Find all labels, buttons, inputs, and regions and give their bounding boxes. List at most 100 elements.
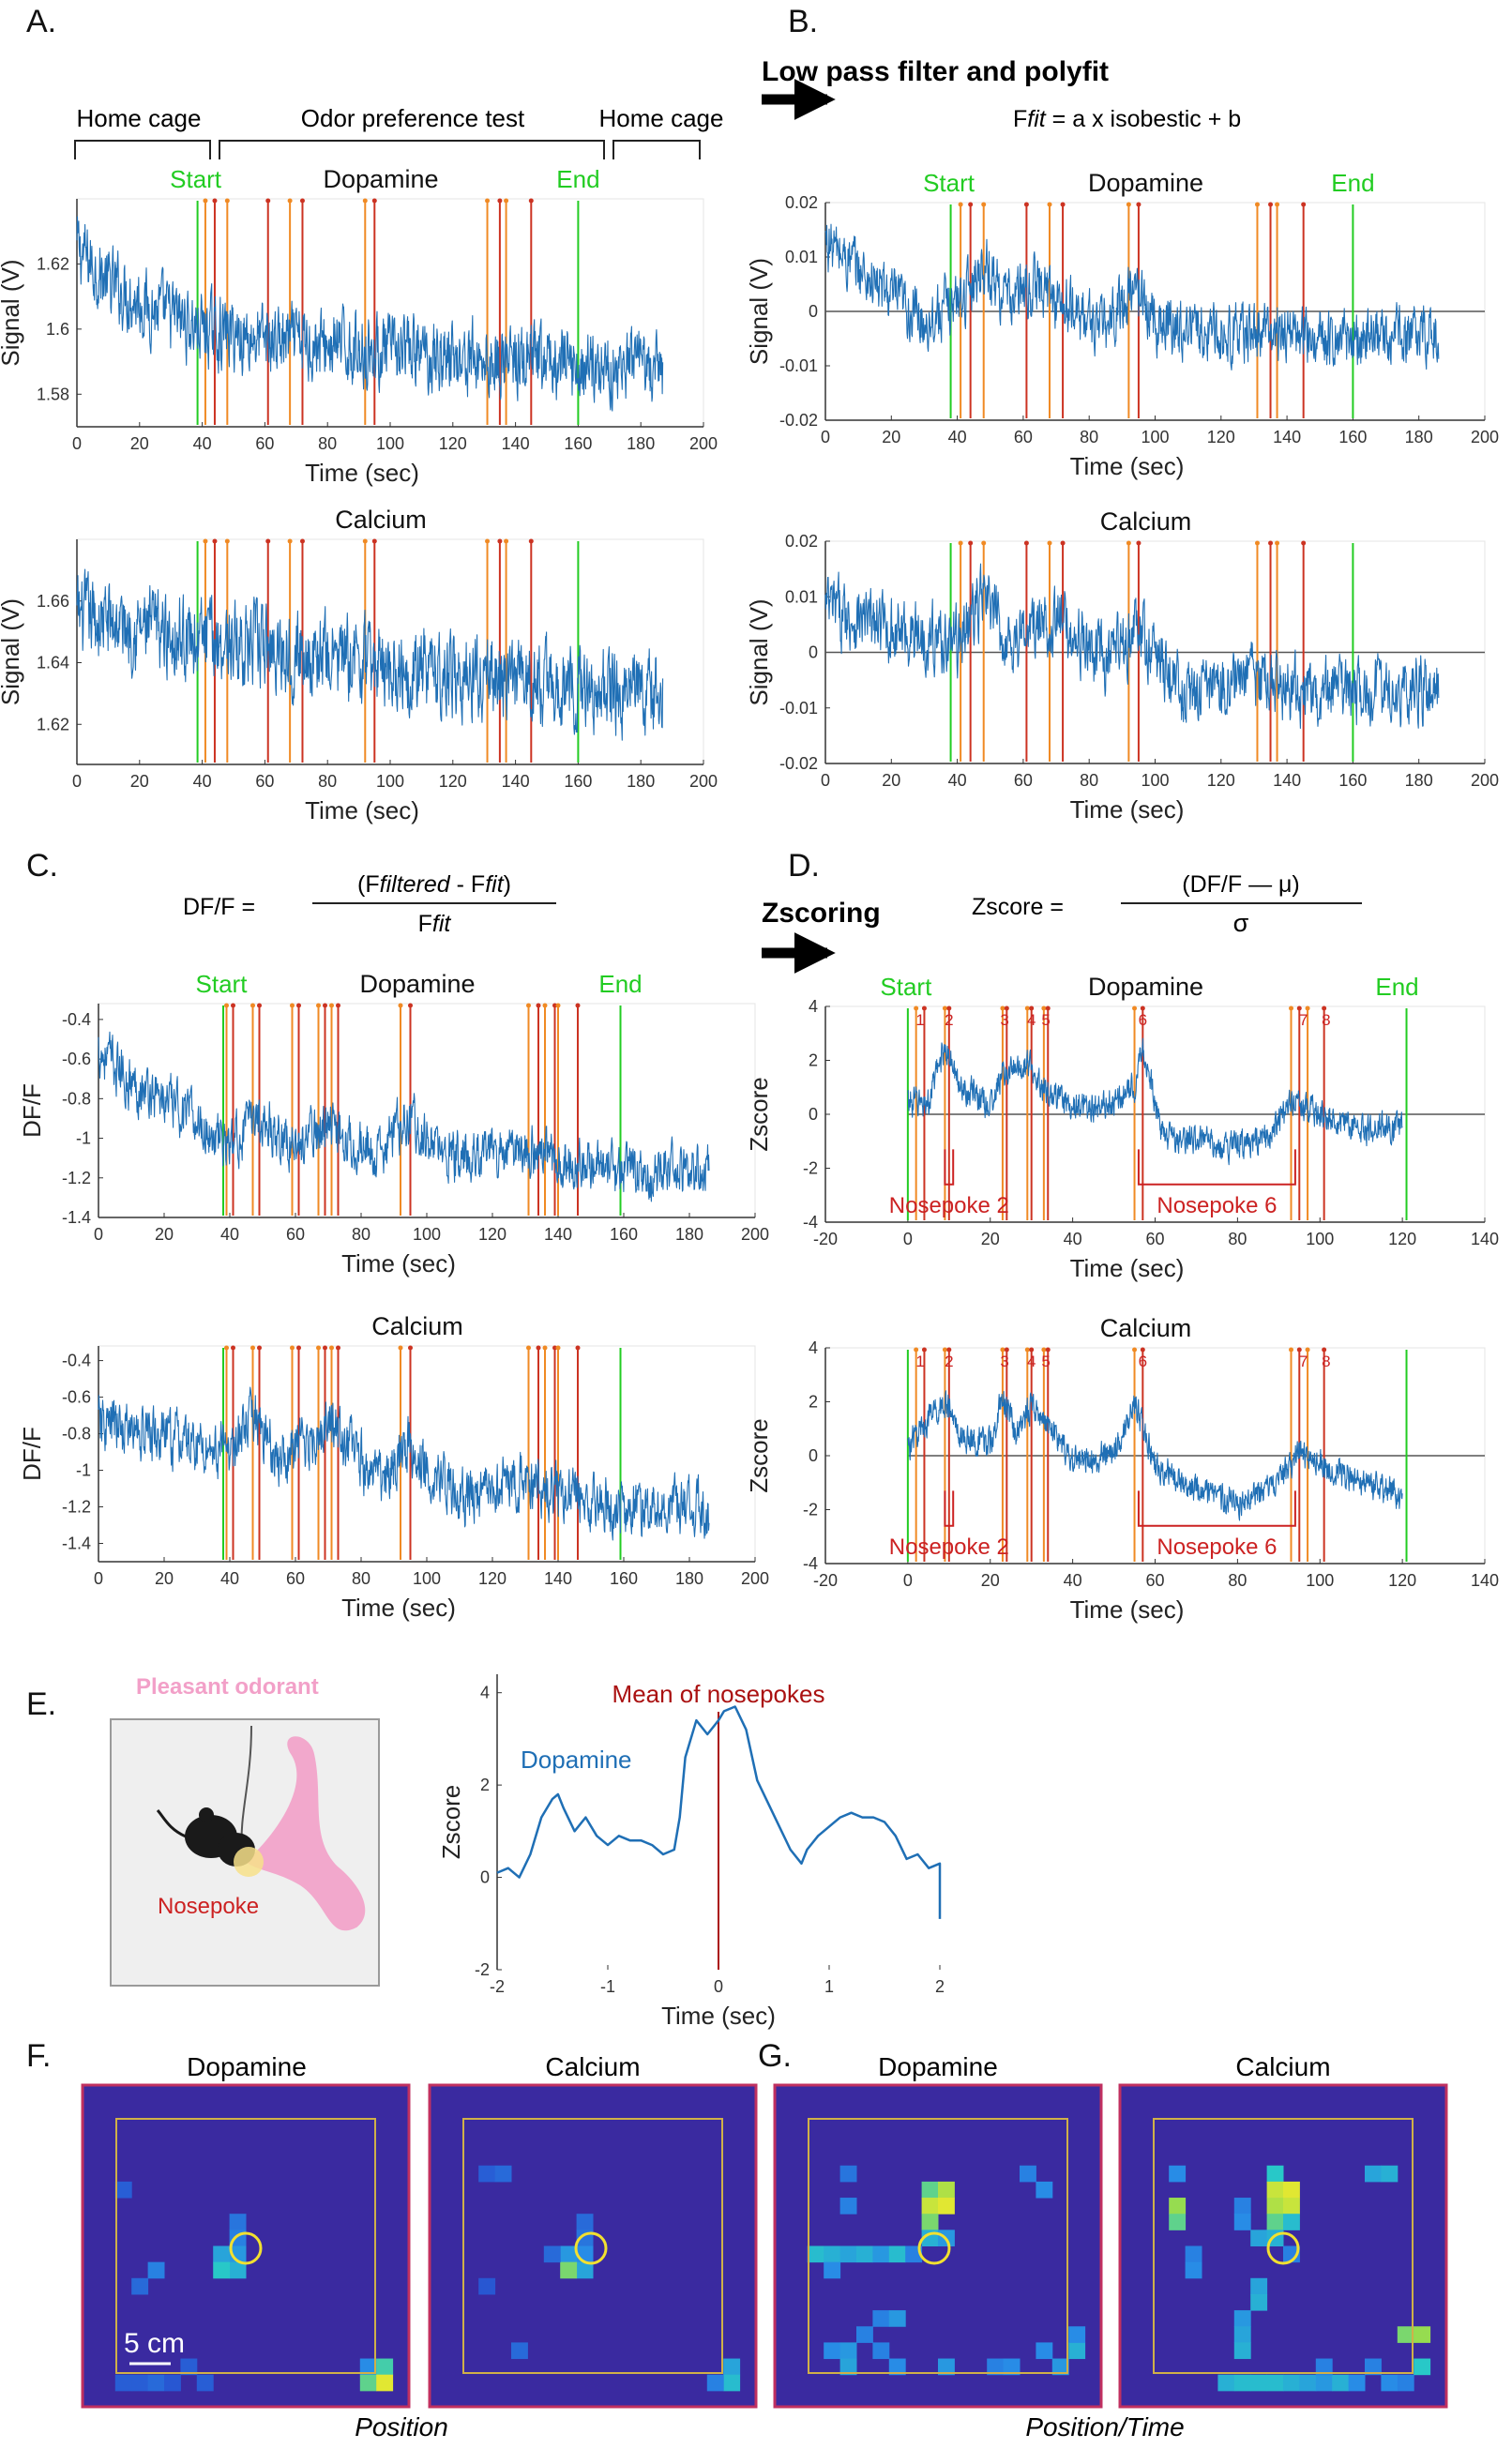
y-tick-label-e-mean: 0 xyxy=(480,1868,490,1887)
nosepoke-number-d-calcium: 6 xyxy=(1139,1353,1147,1370)
x-tick-label-d-dopamine: 140 xyxy=(1471,1230,1499,1248)
heatmap-cell xyxy=(376,2374,394,2392)
nosepoke-event-marker-d-calcium xyxy=(1045,1347,1051,1353)
y-tick-label-b-calcium: 0 xyxy=(809,643,818,662)
x-tick-label-a-calcium: 20 xyxy=(130,772,149,791)
nosepoke-event-marker-c-dopamine xyxy=(257,1003,262,1008)
heatmap-cell xyxy=(1020,2165,1036,2183)
heatmap-cell xyxy=(1397,2326,1414,2343)
nosepoke-event-marker-c-dopamine xyxy=(323,1003,327,1008)
nosepoke-event-marker-c-calcium xyxy=(231,1345,235,1351)
y-tick-label-d-dopamine: 4 xyxy=(809,997,818,1016)
x-tick-label-a-calcium: 100 xyxy=(376,772,404,791)
nosepoke-event-marker-d-calcium xyxy=(946,1347,952,1353)
nosepoke-event-marker-d-calcium xyxy=(1024,1347,1030,1353)
chart-title-c-dopamine: Dopamine xyxy=(359,970,475,998)
end-marker-label-b-dopamine: End xyxy=(1331,169,1374,197)
nosepoke-event-marker-b-dopamine xyxy=(958,202,963,207)
panel-label-b: B. xyxy=(788,4,818,39)
nosepoke-event-marker-d-dopamine xyxy=(1004,1005,1009,1011)
nosepoke-event-marker-b-dopamine xyxy=(1268,202,1274,207)
nosepoke-bracket-d-dopamine xyxy=(1137,1149,1296,1186)
y-axis-label-c-calcium: DF/F xyxy=(18,1427,46,1481)
heatmap-cell xyxy=(576,2245,594,2263)
nosepoke-event-marker-c-dopamine xyxy=(224,1003,229,1008)
nosepoke-event-marker-d-dopamine xyxy=(1024,1005,1030,1011)
nosepoke-event-marker-c-calcium xyxy=(290,1345,295,1351)
nosepoke-event-marker-c-dopamine xyxy=(408,1003,413,1008)
y-tick-label-d-dopamine: 0 xyxy=(809,1105,818,1124)
y-tick-label-d-calcium: -4 xyxy=(803,1554,818,1573)
x-tick-label-c-dopamine: 160 xyxy=(610,1225,638,1244)
x-tick-label-c-calcium: 80 xyxy=(352,1569,370,1588)
heatmap-cell xyxy=(131,2277,149,2295)
nosepoke-event-marker-d-dopamine xyxy=(921,1005,927,1011)
heatmap-title-g-dopamine: Dopamine xyxy=(878,2052,998,2081)
nosepoke-event-marker-d-dopamine xyxy=(942,1005,947,1011)
chart-title-c-calcium: Calcium xyxy=(371,1312,463,1340)
x-tick-label-c-calcium: 100 xyxy=(413,1569,441,1588)
nosepoke-event-marker-b-dopamine xyxy=(1047,202,1052,207)
nosepoke-number-d-dopamine: 3 xyxy=(1000,1011,1008,1029)
nosepoke-event-marker-d-calcium xyxy=(1029,1347,1035,1353)
nosepoke-event-marker-b-dopamine xyxy=(1126,202,1131,207)
heatmap-cell xyxy=(229,2261,247,2279)
nosepoke-event-marker-a-dopamine xyxy=(485,198,491,204)
panel-d-heading: Zscoring xyxy=(762,898,881,929)
x-tick-label-d-dopamine: 40 xyxy=(1064,1230,1082,1248)
signal-trace-e-mean xyxy=(496,1705,942,1919)
x-tick-label-c-dopamine: 80 xyxy=(352,1225,370,1244)
x-tick-label-c-calcium: 120 xyxy=(478,1569,507,1588)
caption-position: Position xyxy=(355,2412,448,2441)
x-axis-label-d-dopamine: Time (sec) xyxy=(1070,1254,1185,1282)
y-tick-label-c-calcium: -0.6 xyxy=(62,1388,91,1407)
heatmap-cell xyxy=(576,2214,594,2230)
experiment-phase-brackets: Home cage Odor preference test Home cage xyxy=(74,104,723,159)
nosepoke-event-marker-b-calcium xyxy=(1136,540,1142,546)
heatmap-cell xyxy=(1068,2326,1086,2343)
x-tick-label-c-calcium: 60 xyxy=(286,1569,305,1588)
x-tick-label-b-dopamine: 20 xyxy=(882,428,900,446)
heatmap-cell xyxy=(147,2374,165,2392)
nosepoke-event-marker-d-dopamine xyxy=(1029,1005,1035,1011)
x-tick-label-d-dopamine: 0 xyxy=(903,1230,913,1248)
panel-label-c: C. xyxy=(26,848,58,884)
heatmap-cell xyxy=(1266,2374,1284,2392)
chart-a-dopamine: 0 20 40 60 80 100 120 140 160 180 200 1.58 1.6 1.62 Ti… xyxy=(0,165,718,487)
x-axis-label-c-calcium: Time (sec) xyxy=(341,1594,456,1622)
nosepoke-event-marker-a-dopamine xyxy=(299,198,305,204)
x-tick-label-c-calcium: 200 xyxy=(741,1569,769,1588)
x-tick-label-a-calcium: 140 xyxy=(502,772,530,791)
heatmap-cell xyxy=(213,2245,231,2263)
y-axis-label-b-dopamine: Signal (V) xyxy=(745,258,773,365)
nosepoke-event-marker-c-dopamine xyxy=(398,1003,403,1008)
y-axis-label-a-calcium: Signal (V) xyxy=(0,598,24,705)
heatmap-cell xyxy=(114,2374,132,2392)
nosepoke-event-marker-a-calcium xyxy=(287,538,293,544)
chart-title-b-dopamine: Dopamine xyxy=(1088,169,1203,197)
heatmap-cell xyxy=(1185,2245,1202,2263)
y-tick-label-d-calcium: 4 xyxy=(809,1338,818,1357)
panel-label-g: G. xyxy=(758,2038,792,2074)
panel-b-equation: Ffit = a x isobestic + b xyxy=(1013,106,1241,132)
x-tick-label-b-calcium: 140 xyxy=(1273,771,1301,790)
signal-trace-a-dopamine xyxy=(76,216,664,412)
panel-b-heading: Low pass filter and polyfit xyxy=(762,56,1109,87)
nosepoke-bracket-d-dopamine xyxy=(944,1149,955,1186)
nosepoke-event-marker-c-dopamine xyxy=(231,1003,235,1008)
heatmap-cell xyxy=(1051,2358,1069,2376)
x-tick-label-c-dopamine: 180 xyxy=(675,1225,703,1244)
heatmap-cell xyxy=(1233,2342,1251,2360)
heatmap-cell xyxy=(560,2261,578,2279)
x-tick-label-b-calcium: 100 xyxy=(1141,771,1169,790)
nosepoke-event-marker-d-calcium xyxy=(1000,1347,1005,1353)
y-axis-label-d-calcium: Zscore xyxy=(745,1418,773,1492)
nosepoke-bracket-label-d-dopamine: Nosepoke 6 xyxy=(1157,1193,1277,1218)
nosepoke-event-marker-c-calcium xyxy=(536,1345,541,1351)
nosepoke-event-marker-d-dopamine xyxy=(1305,1005,1310,1011)
heatmap-cell xyxy=(938,2181,955,2199)
y-axis-label-d-dopamine: Zscore xyxy=(745,1077,773,1151)
